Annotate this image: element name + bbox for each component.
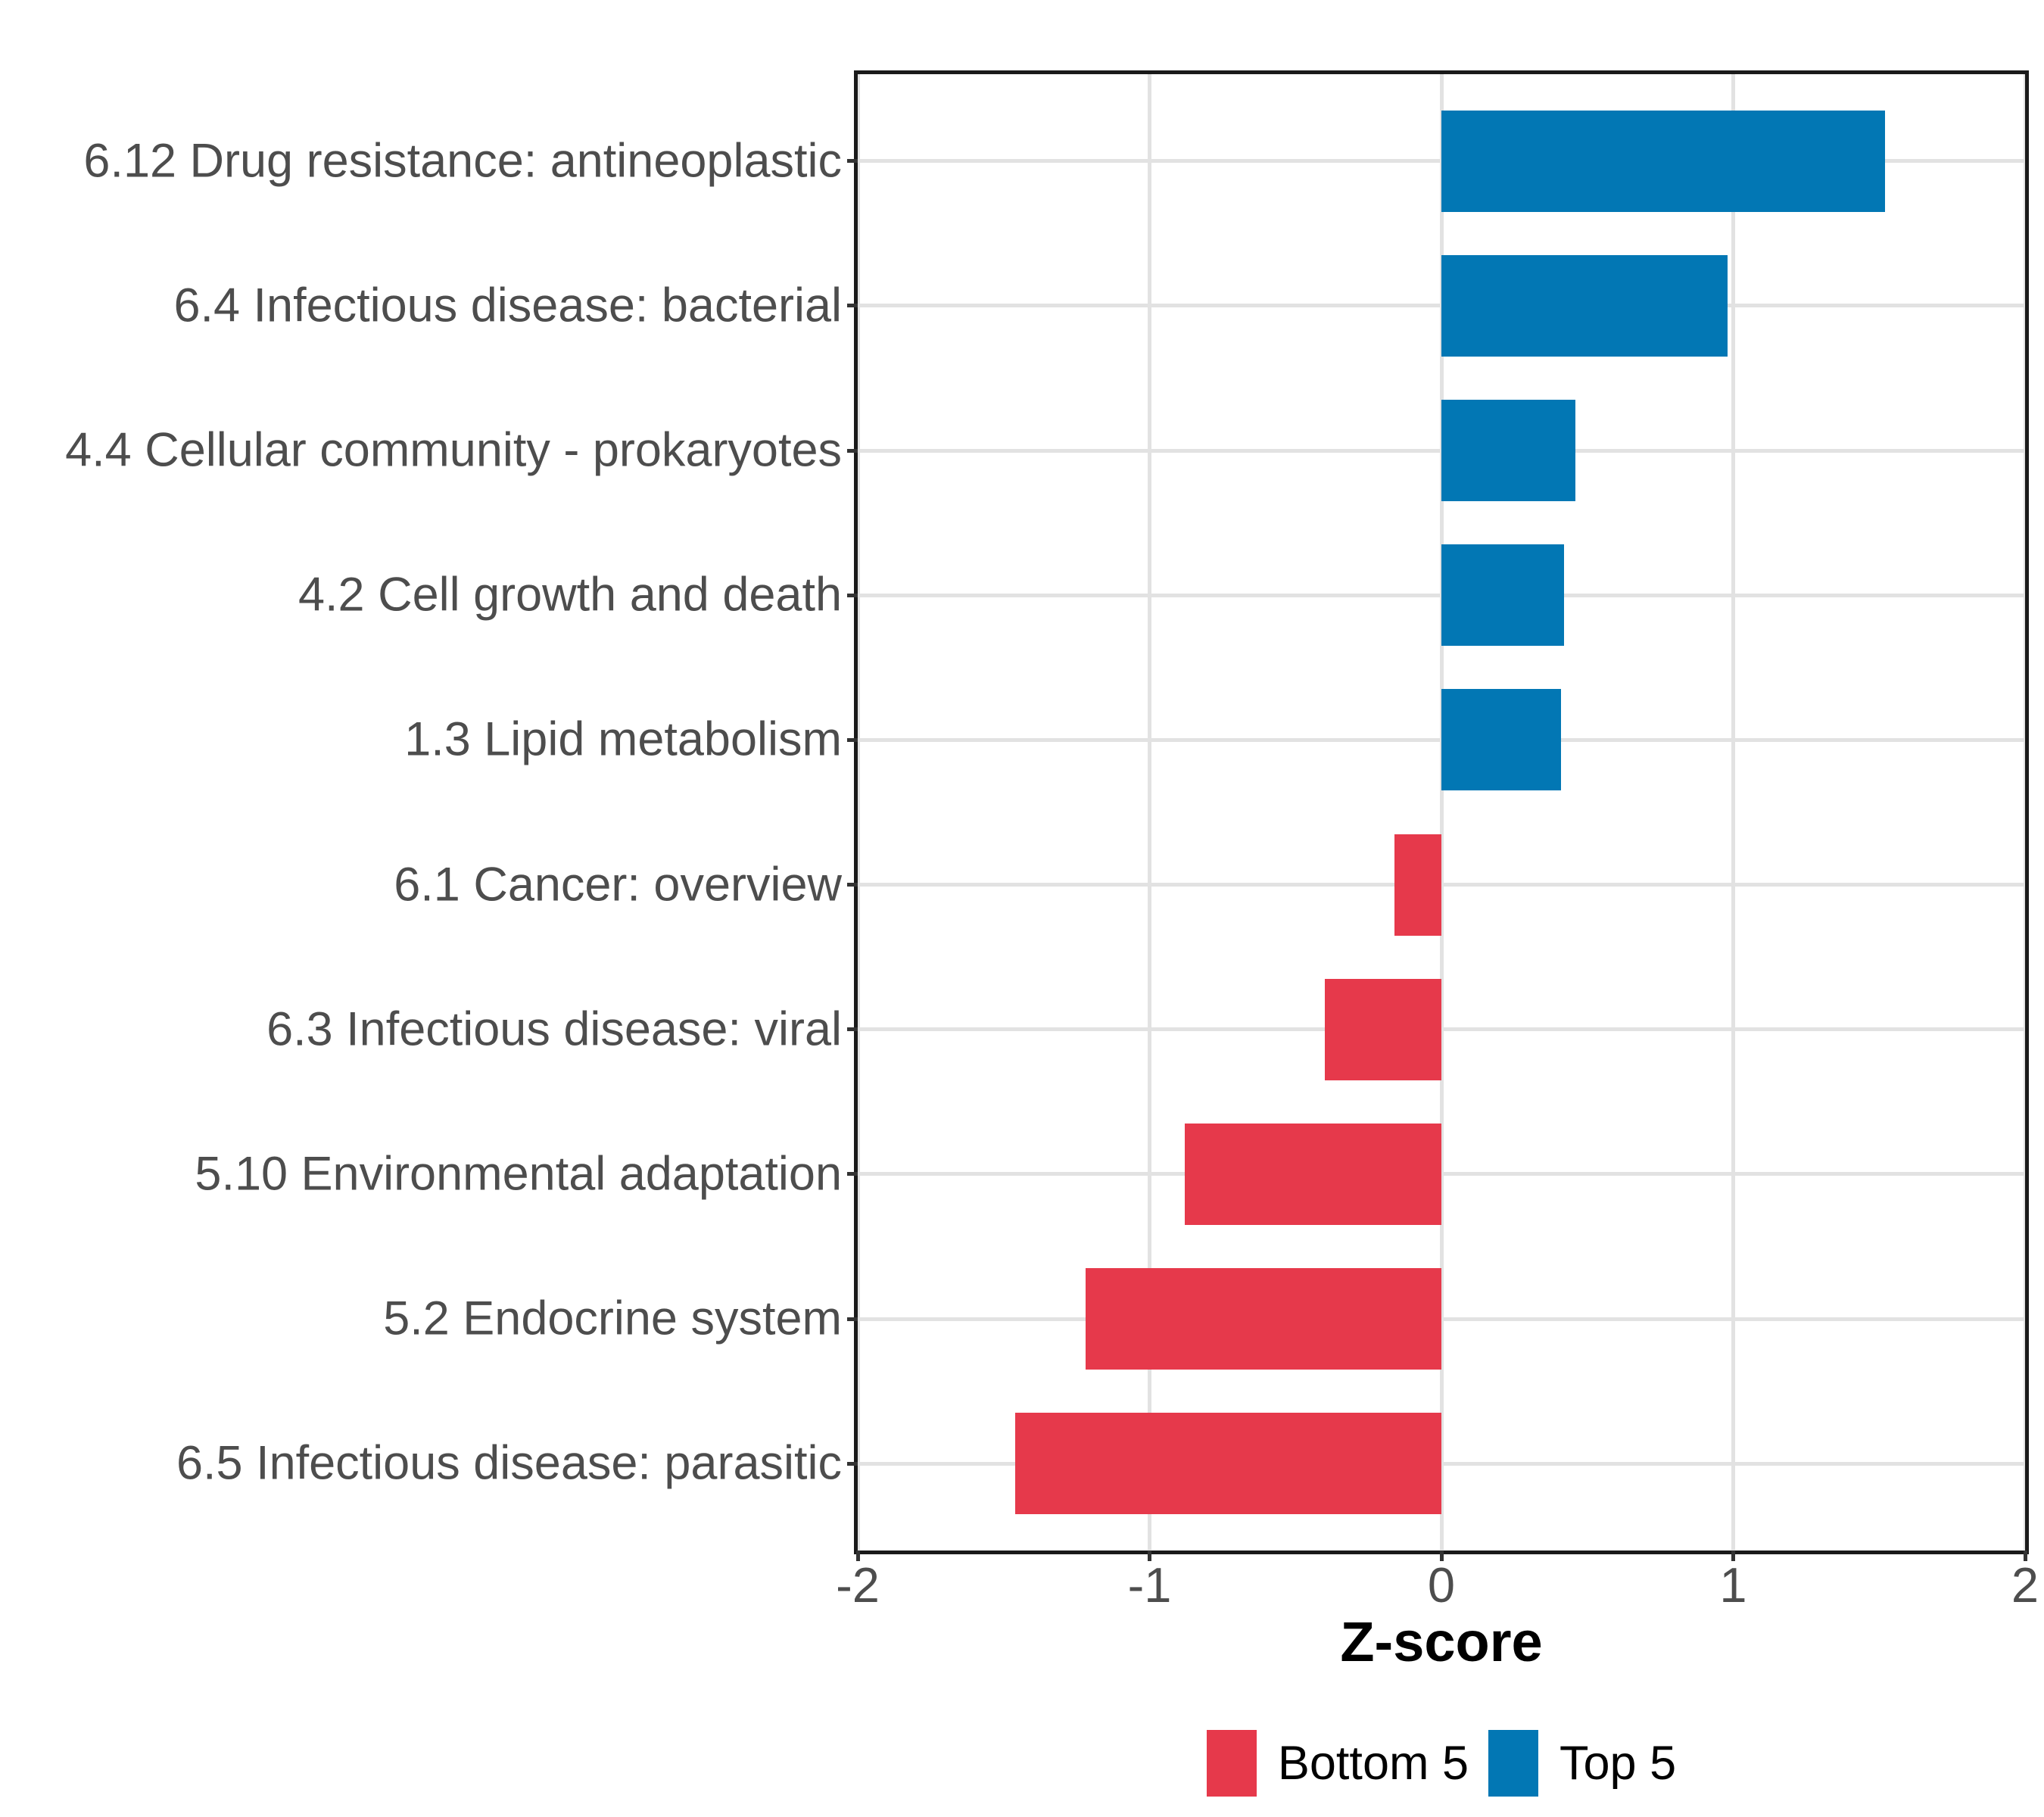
gridline-horizontal: [858, 1027, 2025, 1032]
legend-item: Top 5: [1488, 1730, 1676, 1797]
gridline-vertical: [2023, 74, 2025, 1551]
bar-bottom5: [1015, 1413, 1441, 1515]
y-axis-label: 4.2 Cell growth and death: [298, 568, 842, 622]
gridline-vertical: [1731, 74, 1735, 1551]
legend-swatch-icon: [1488, 1730, 1538, 1797]
legend-label: Bottom 5: [1277, 1736, 1469, 1790]
x-axis-title: Z-score: [1340, 1610, 1543, 1673]
gridline-horizontal: [858, 1172, 2025, 1177]
x-axis-tick-label: -1: [1127, 1557, 1172, 1613]
bar-top5: [1441, 544, 1564, 647]
x-axis-tick-label: 0: [1427, 1557, 1456, 1613]
bar-bottom5: [1394, 834, 1441, 936]
y-axis-tick: [847, 159, 858, 164]
bar-top5: [1441, 400, 1576, 502]
x-axis-tick: [1148, 1551, 1151, 1561]
y-axis-tick: [847, 1461, 858, 1466]
y-axis-label: 6.1 Cancer: overview: [394, 857, 842, 911]
bar-bottom5: [1324, 978, 1441, 1080]
bar-bottom5: [1085, 1268, 1441, 1370]
legend: Bottom 5 Top 5: [858, 1728, 2025, 1798]
gridline-horizontal: [858, 1461, 2025, 1466]
gridline-vertical: [1148, 74, 1151, 1551]
x-axis-tick-label: 2: [2011, 1557, 2039, 1613]
gridline-horizontal: [858, 1317, 2025, 1321]
y-axis-tick: [847, 1027, 858, 1032]
x-axis-tick: [855, 1551, 860, 1561]
legend-item: Bottom 5: [1206, 1730, 1469, 1797]
x-axis-tick: [1731, 1551, 1735, 1561]
bar-top5: [1441, 689, 1562, 791]
x-axis-tick-label: -2: [836, 1557, 880, 1613]
legend-swatch-icon: [1206, 1730, 1257, 1797]
y-axis-label: 5.10 Environmental adaptation: [195, 1147, 842, 1201]
y-axis-label: 6.3 Infectious disease: viral: [266, 1002, 842, 1056]
y-axis-label: 6.5 Infectious disease: parasitic: [176, 1436, 842, 1490]
bar-bottom5: [1184, 1123, 1441, 1225]
gridline-vertical: [1439, 74, 1444, 1551]
y-axis-tick: [847, 304, 858, 308]
x-axis-tick-label: 1: [1719, 1557, 1747, 1613]
bar-top5: [1441, 110, 1885, 212]
y-axis-tick: [847, 737, 858, 742]
plot-panel: [854, 70, 2029, 1554]
y-axis-label: 6.12 Drug resistance: antineoplastic: [83, 134, 842, 188]
y-axis-label: 5.2 Endocrine system: [383, 1292, 842, 1345]
y-axis-label: 4.4 Cellular community - prokaryotes: [65, 423, 842, 477]
x-axis-tick: [1439, 1551, 1444, 1561]
y-axis-label: 1.3 Lipid metabolism: [404, 712, 842, 766]
gridline-vertical: [858, 74, 860, 1551]
y-axis-tick: [847, 883, 858, 887]
y-axis-tick: [847, 593, 858, 597]
bar-top5: [1441, 254, 1728, 357]
gridline-horizontal: [858, 883, 2025, 887]
y-axis-tick: [847, 1172, 858, 1177]
y-axis-tick: [847, 1317, 858, 1321]
x-axis-tick: [2023, 1551, 2027, 1561]
legend-label: Top 5: [1559, 1736, 1677, 1790]
y-axis-tick: [847, 448, 858, 453]
y-axis-label: 6.4 Infectious disease: bacterial: [173, 279, 842, 332]
